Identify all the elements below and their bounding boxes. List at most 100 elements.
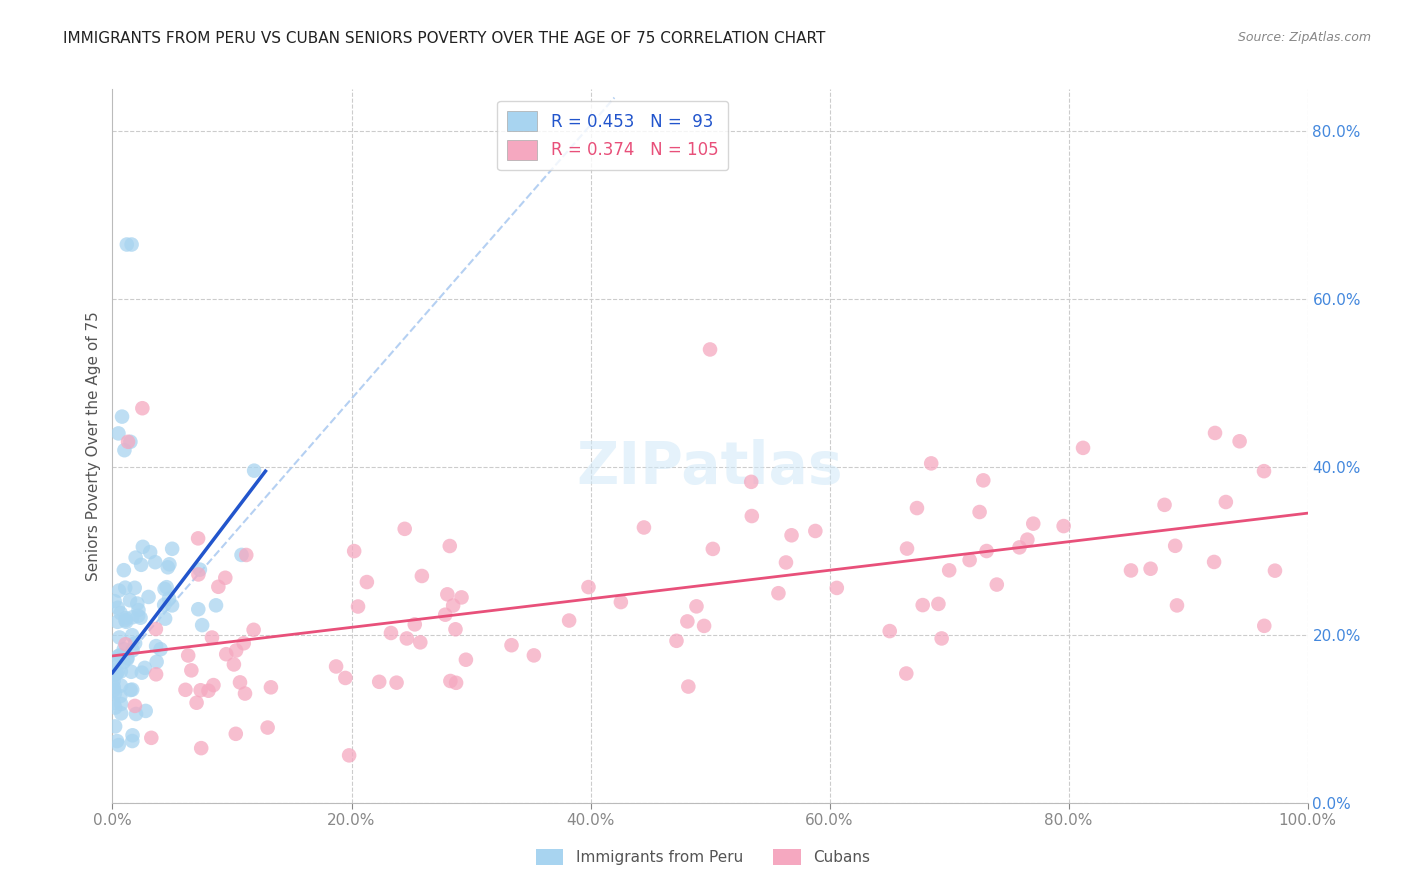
Point [1253,619,1275,633]
Point [160,599,183,613]
Point [108,631,131,645]
Point [107,649,129,664]
Point [202,678,225,692]
Point [149,642,172,657]
Point [986,577,1008,591]
Text: ZIPatlas: ZIPatlas [576,439,844,496]
Point [145,667,167,681]
Point [775,556,797,570]
Point [256,721,278,735]
Point [439,673,461,688]
Point [347,599,370,614]
Point [110,697,132,711]
Point [740,475,762,489]
Point [214,571,236,585]
Point [114,443,135,458]
Point [105,666,128,681]
Point [174,682,197,697]
Point [215,647,238,661]
Point [110,689,132,703]
Point [702,541,724,556]
Point [260,681,283,695]
Point [693,619,716,633]
Point [896,541,918,556]
Point [180,664,202,678]
Point [804,524,827,538]
Point [434,607,457,622]
Point [225,727,247,741]
Point [325,659,347,673]
Point [1139,562,1161,576]
Point [177,648,200,663]
Point [110,679,132,693]
Point [976,544,998,558]
Point [124,636,146,650]
Point [125,706,148,721]
Point [107,615,129,629]
Point [153,612,176,626]
Point [444,675,467,690]
Point [107,665,129,680]
Point [1204,555,1226,569]
Point [235,548,257,562]
Point [120,665,142,679]
Point [685,599,707,614]
Point [335,671,357,685]
Point [103,667,125,681]
Point [233,687,256,701]
Point [409,635,432,649]
Point [678,680,700,694]
Point [105,734,128,748]
Point [610,595,633,609]
Point [129,611,152,625]
Point [1017,533,1039,547]
Point [380,626,402,640]
Point [337,748,360,763]
Point [111,409,134,424]
Point [121,734,143,748]
Point [105,652,128,666]
Point [127,603,149,617]
Point [927,597,949,611]
Point [207,580,229,594]
Point [439,539,461,553]
Point [1229,434,1251,449]
Point [356,575,378,590]
Point [1153,498,1175,512]
Point [231,548,253,562]
Point [103,683,125,698]
Point [135,704,157,718]
Point [1052,519,1074,533]
Point [132,540,155,554]
Point [104,700,127,714]
Point [385,675,408,690]
Point [699,343,721,357]
Y-axis label: Seniors Poverty Over the Age of 75: Seniors Poverty Over the Age of 75 [86,311,101,581]
Point [153,598,176,612]
Point [114,581,136,595]
Point [232,636,254,650]
Point [127,608,149,623]
Point [124,550,146,565]
Text: IMMIGRANTS FROM PERU VS CUBAN SENIORS POVERTY OVER THE AGE OF 75 CORRELATION CHA: IMMIGRANTS FROM PERU VS CUBAN SENIORS PO… [63,31,825,46]
Point [343,544,366,558]
Point [118,593,141,607]
Point [117,652,139,666]
Point [190,683,212,698]
Point [187,567,209,582]
Point [124,581,146,595]
Legend: Immigrants from Peru, Cubans: Immigrants from Peru, Cubans [530,843,876,871]
Point [1204,425,1226,440]
Point [115,651,138,665]
Point [665,633,688,648]
Point [134,661,156,675]
Point [879,624,901,639]
Point [112,655,135,669]
Point [222,657,245,672]
Point [444,622,467,636]
Point [1022,516,1045,531]
Point [969,505,991,519]
Point [205,599,228,613]
Point [103,673,125,688]
Point [127,597,149,611]
